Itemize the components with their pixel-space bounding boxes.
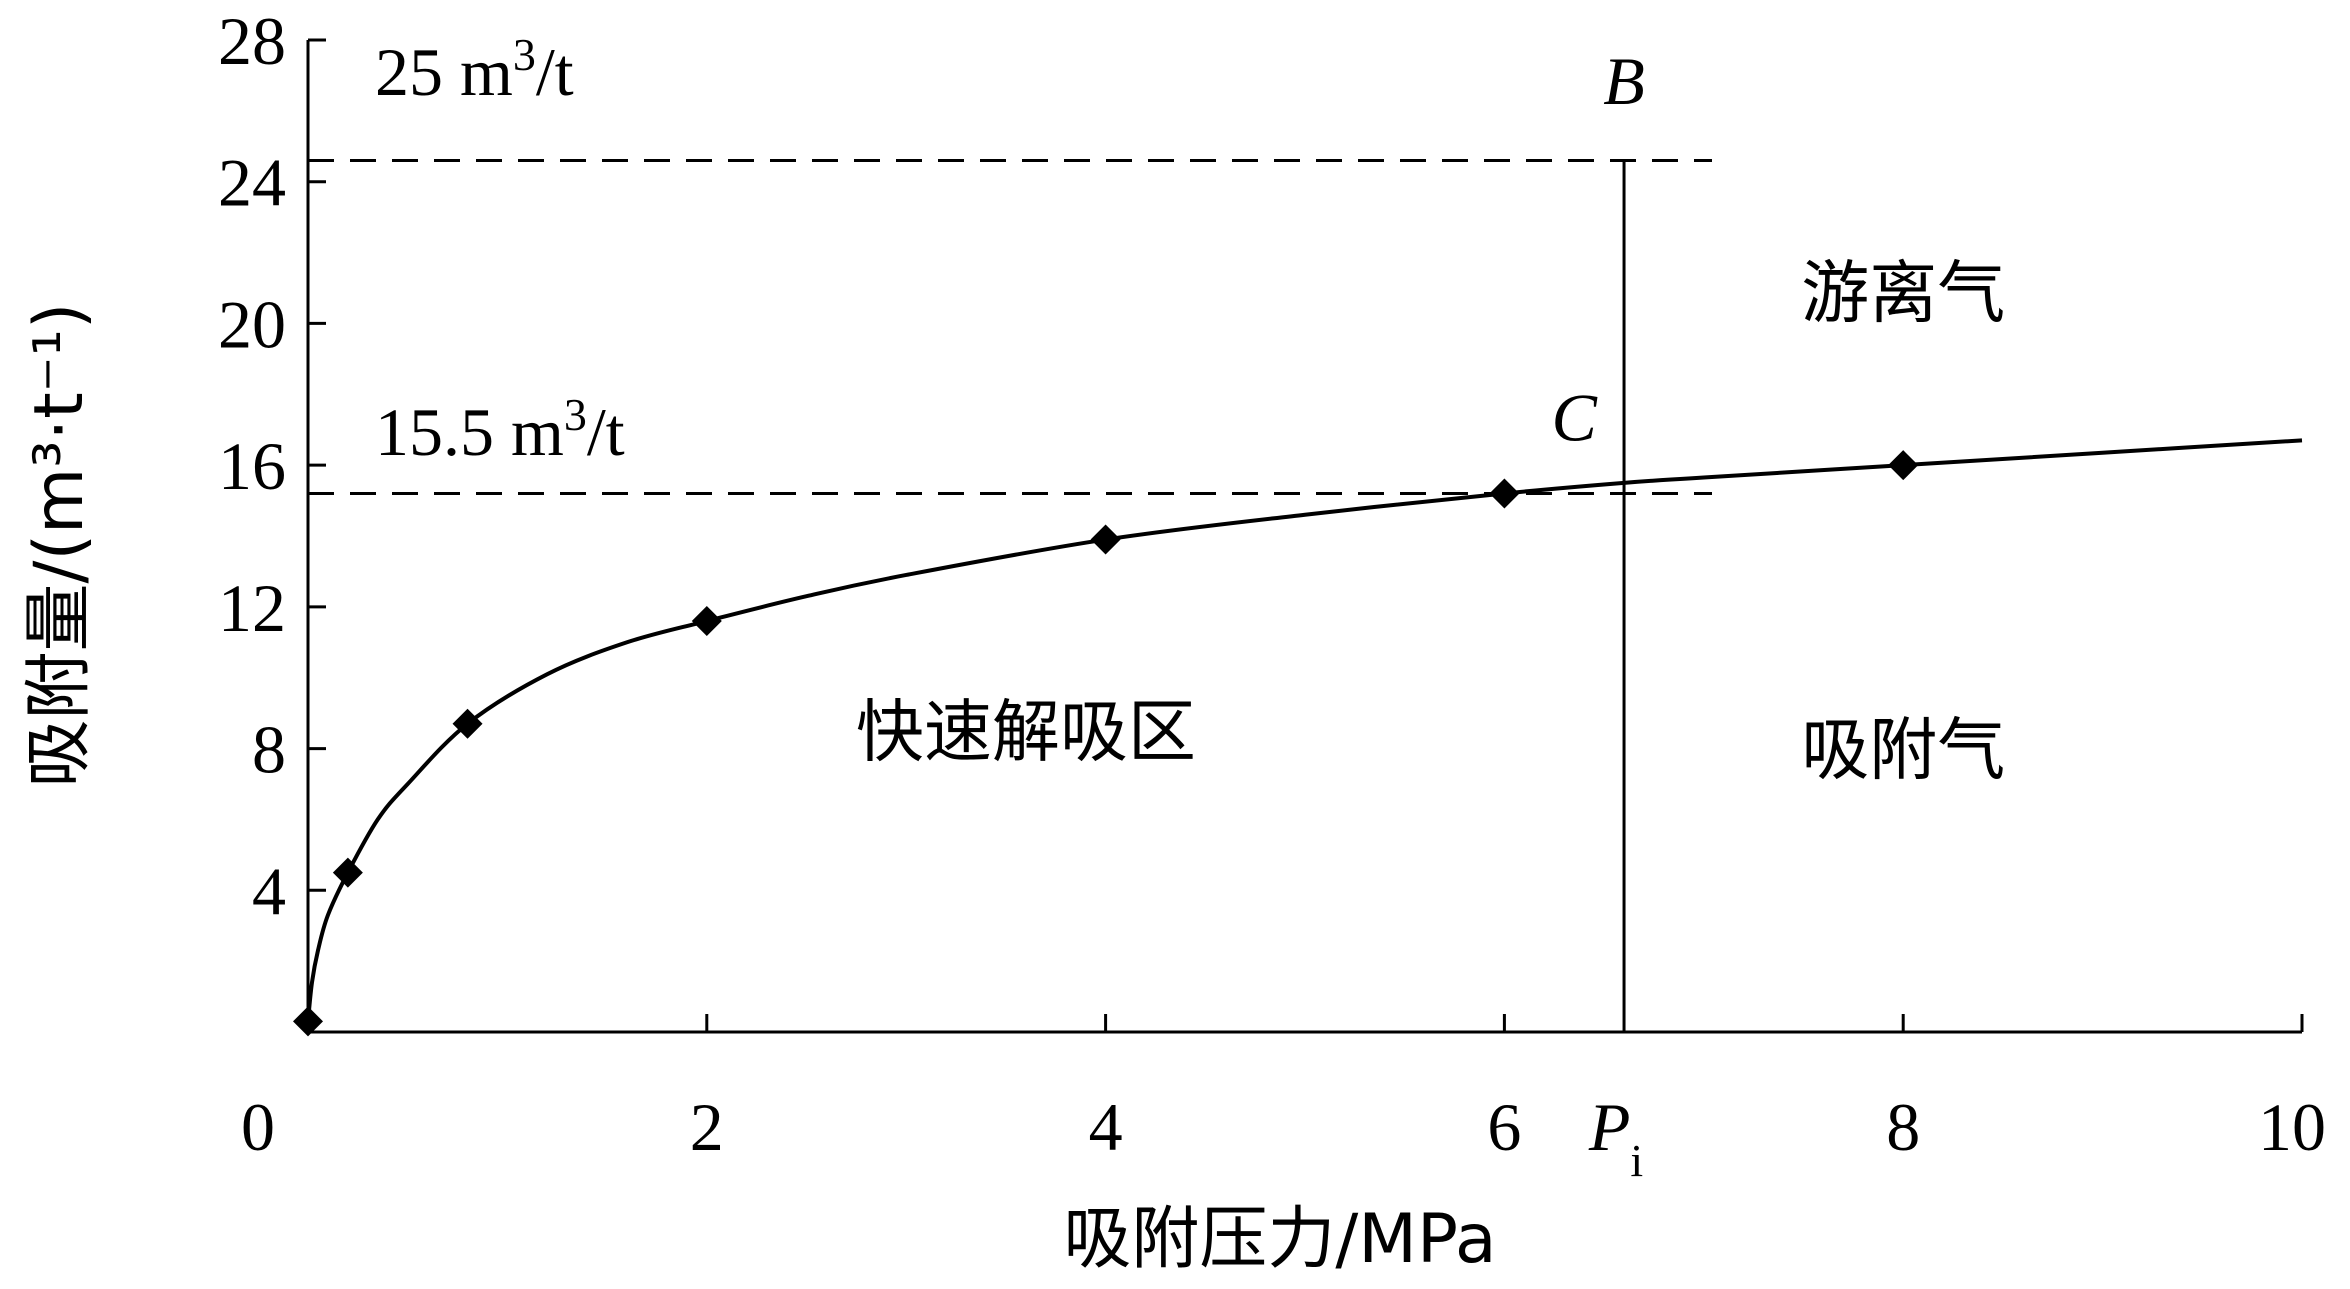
data-points	[293, 450, 1919, 1037]
reference-lines	[308, 158, 1712, 1032]
reference-label-h-1: 15.5 m3/t	[375, 389, 625, 471]
region-label-0: 游离气	[1801, 254, 2005, 333]
y-tick-label-8: 8	[252, 712, 286, 788]
y-axis-title: 吸附量/(m³·t⁻¹)	[20, 303, 99, 788]
x-tick-label-6: 6	[1487, 1089, 1521, 1165]
axes	[306, 38, 2304, 1034]
data-point-4	[1090, 524, 1121, 555]
x-tick-label-8: 8	[1886, 1089, 1920, 1165]
data-point-3	[691, 606, 722, 637]
data-point-5	[1489, 478, 1520, 509]
point-label-C: C	[1552, 379, 1598, 455]
data-point-2	[452, 708, 483, 739]
data-point-1	[332, 857, 363, 888]
curve-layer	[306, 438, 2303, 1022]
x-tick-label-10: 10	[2258, 1089, 2326, 1165]
region-label-1: 吸附气	[1801, 711, 2005, 790]
data-point-0	[293, 1006, 323, 1037]
region-label-2: 快速解吸区	[856, 694, 1196, 773]
x-tick-label-0: 0	[241, 1089, 275, 1165]
isotherm-curve	[306, 438, 2303, 1022]
y-tick-label-16: 16	[218, 428, 286, 504]
x-tick-label-pi: Pi	[1588, 1089, 1643, 1186]
y-tick-label-24: 24	[218, 145, 286, 221]
data-point-6	[1888, 450, 1919, 481]
x-axis-title: 吸附压力/MPa	[1063, 1200, 1496, 1279]
y-tick-label-28: 28	[218, 3, 286, 79]
reference-label-h-0: 25 m3/t	[375, 29, 574, 111]
y-tick-label-4: 4	[252, 853, 286, 929]
y-tick-label-20: 20	[218, 286, 286, 362]
x-tick-label-4: 4	[1089, 1089, 1123, 1165]
x-tick-label-2: 2	[690, 1089, 724, 1165]
y-tick-label-12: 12	[218, 570, 286, 646]
point-label-B: B	[1603, 43, 1645, 119]
